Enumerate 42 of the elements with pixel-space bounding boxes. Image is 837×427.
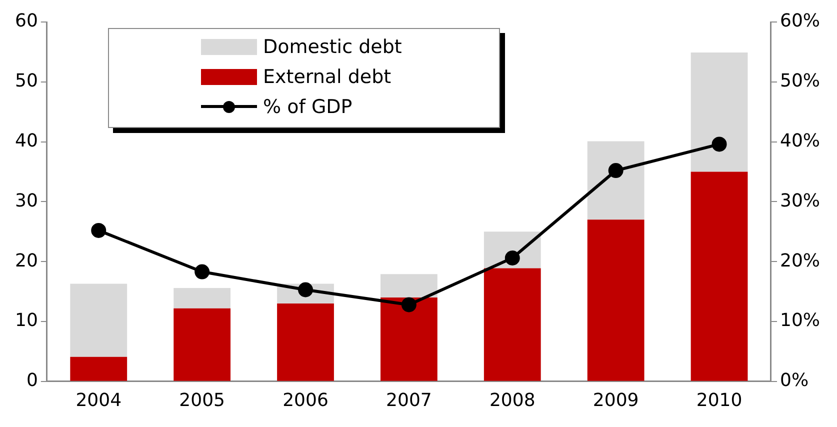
x-tick-label: 2006 <box>282 390 328 411</box>
legend-label: % of GDP <box>263 96 352 118</box>
y2-tick-label: 30% <box>780 190 820 212</box>
x-tick-label: 2004 <box>76 390 122 411</box>
x-tick-label: 2008 <box>489 390 536 411</box>
point <box>712 136 727 152</box>
y2-tick-label: 40% <box>780 130 820 152</box>
legend-label: External debt <box>263 66 392 88</box>
bar <box>690 172 748 381</box>
bar <box>484 268 541 381</box>
bar <box>277 304 334 381</box>
point <box>608 163 624 178</box>
point <box>401 297 416 312</box>
bar <box>70 284 128 357</box>
y-tick-label: 40 <box>15 130 38 152</box>
bar <box>587 141 644 220</box>
point <box>91 222 106 238</box>
point <box>194 264 210 280</box>
x-tick-label: 2009 <box>592 390 639 411</box>
x-tick-label: 2005 <box>179 390 225 411</box>
y2-tick-label: 60% <box>780 10 820 32</box>
bar <box>380 298 438 381</box>
x-tick-label: 2007 <box>386 390 432 411</box>
bar <box>587 220 644 381</box>
y-tick-label: 30 <box>15 190 38 212</box>
y2-tick-label: 20% <box>780 250 820 272</box>
bar <box>380 274 438 298</box>
y-tick-label: 0 <box>26 370 38 392</box>
y-tick-label: 10 <box>15 310 38 332</box>
y2-tick-label: 10% <box>780 310 820 332</box>
x-tick-label: 2010 <box>696 390 742 411</box>
bar <box>690 52 748 172</box>
y-tick-label: 20 <box>15 250 38 272</box>
point <box>504 250 520 266</box>
y-tick-label: 50 <box>15 70 38 92</box>
legend-label: Domestic debt <box>263 36 402 58</box>
y2-tick-label: 0% <box>780 370 809 392</box>
bar <box>174 308 231 381</box>
y2-tick-label: 50% <box>780 70 820 92</box>
y-tick-label: 60 <box>15 10 38 32</box>
bar <box>70 356 128 381</box>
bar <box>174 288 231 308</box>
